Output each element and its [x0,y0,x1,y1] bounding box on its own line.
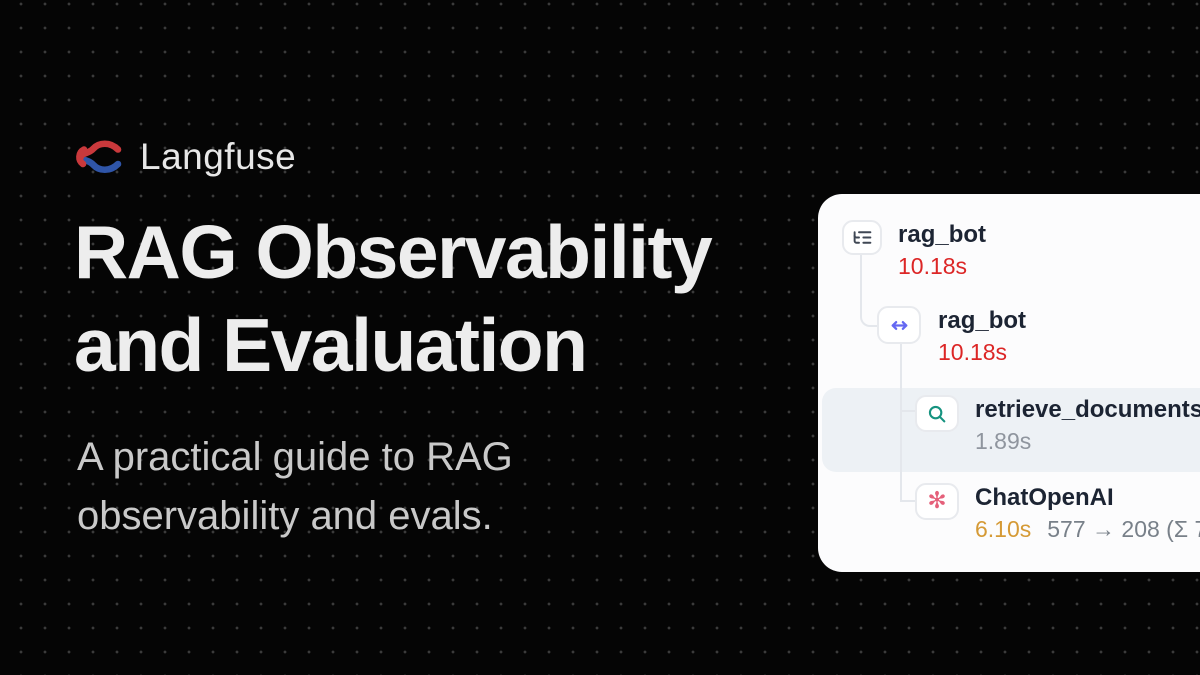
span-arrows-icon [877,306,921,344]
trace-tree-icon [842,220,882,255]
search-icon [915,395,959,432]
page-title: RAG Observability and Evaluation [74,206,713,392]
tree-connector-line [902,500,916,502]
trace-row-label: retrieve_documents [975,396,1200,423]
trace-row-duration: 1.89s [975,428,1032,454]
page-title-line1: RAG Observability [74,210,713,294]
page-title-line2: and Evaluation [74,303,588,387]
selected-row-highlight [822,388,1200,472]
trace-row-meta: 6.10s 577 → 208 (Σ 7 [975,516,1200,543]
page-subtitle-line1: A practical guide to RAG [77,435,513,479]
trace-panel: rag_bot 10.18s rag_bot 10.18s retrieve_d… [818,194,1200,572]
trace-row-duration: 10.18s [898,253,968,279]
page-subtitle-line2: observability and evals. [77,494,493,538]
tree-connector-line [860,252,880,327]
trace-row-duration: 6.10s [975,516,1032,542]
brand-lockup: Langfuse [72,136,296,178]
tree-connector-line [900,344,902,502]
brand-name: Langfuse [140,136,297,177]
page-subtitle: A practical guide to RAG observability a… [77,428,513,546]
tree-connector-line [902,410,916,412]
trace-row-duration: 10.18s [938,339,1008,365]
trace-row-label: ChatOpenAI [975,484,1114,511]
openai-icon: ✻ [915,483,959,520]
trace-row-token-usage: 577 → 208 (Σ 7 [1047,516,1200,542]
trace-row-label: rag_bot [898,221,987,248]
trace-row-label: rag_bot [938,307,1027,334]
langfuse-logo-icon [76,140,122,174]
